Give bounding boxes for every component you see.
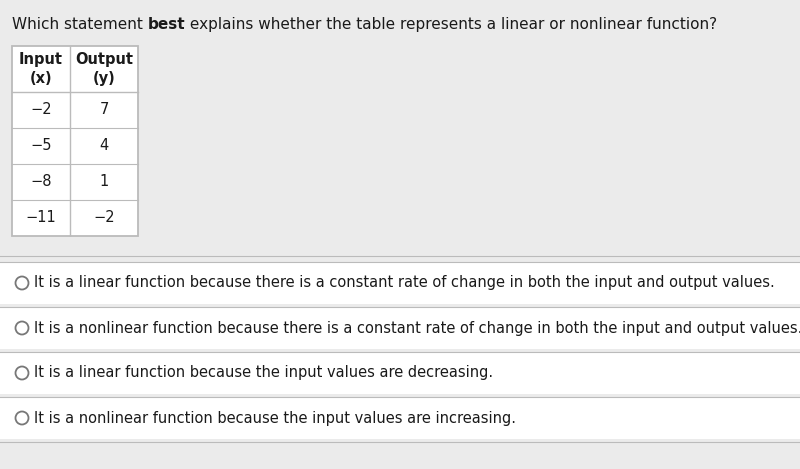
Text: 1: 1 <box>99 174 109 189</box>
Text: Which statement: Which statement <box>12 17 148 32</box>
Text: −5: −5 <box>30 138 52 153</box>
Text: explains whether the table represents a linear or nonlinear function?: explains whether the table represents a … <box>186 17 718 32</box>
Bar <box>0 262 800 304</box>
Text: Input
(x): Input (x) <box>19 52 63 86</box>
Text: It is a linear function because there is a constant rate of change in both the i: It is a linear function because there is… <box>34 275 775 290</box>
Text: −11: −11 <box>26 211 56 226</box>
Bar <box>0 307 800 349</box>
Text: 7: 7 <box>99 103 109 118</box>
Bar <box>12 46 138 236</box>
Text: Output
(y): Output (y) <box>75 52 133 86</box>
Text: −2: −2 <box>93 211 115 226</box>
Text: 4: 4 <box>99 138 109 153</box>
Bar <box>0 397 800 439</box>
Text: It is a linear function because the input values are decreasing.: It is a linear function because the inpu… <box>34 365 494 380</box>
Text: It is a nonlinear function because there is a constant rate of change in both th: It is a nonlinear function because there… <box>34 320 800 335</box>
Text: It is a nonlinear function because the input values are increasing.: It is a nonlinear function because the i… <box>34 410 517 425</box>
Text: best: best <box>148 17 186 32</box>
Text: −2: −2 <box>30 103 52 118</box>
Bar <box>0 352 800 394</box>
Text: −8: −8 <box>30 174 52 189</box>
